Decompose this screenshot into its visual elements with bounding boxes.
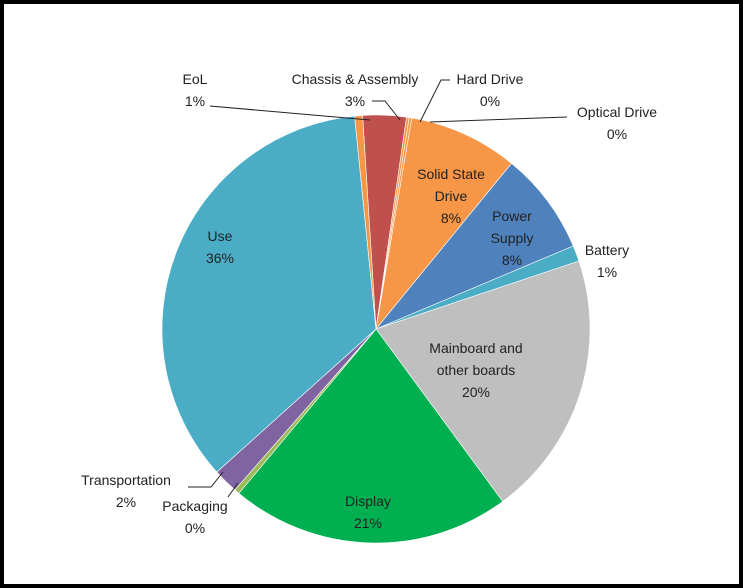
category-label-mainboard-and-other-boards: Mainboard and (429, 340, 522, 356)
category-label-packaging: Packaging (162, 498, 227, 514)
pct-label-hard-drive: 0% (480, 93, 500, 109)
leader-line-optical-drive (429, 116, 568, 123)
category-label-solid-state-drive: Solid State (417, 166, 485, 182)
category-label-solid-state-drive: Drive (435, 188, 468, 204)
slice-labels: Chassis & Assembly 3% Hard Drive 0% Optical … (81, 71, 657, 536)
leader-line-transportation (188, 471, 224, 488)
category-label-use: Use (208, 228, 233, 244)
category-label-chassis-and-assembly: Chassis & Assembly (292, 71, 419, 87)
leader-line-eol (209, 105, 371, 121)
pie-slice-power-supply (375, 162, 574, 330)
pct-label-power-supply: 8% (502, 252, 522, 268)
category-label-mainboard-and-other-boards: other boards (437, 362, 516, 378)
leader-line-packaging (227, 482, 239, 498)
pct-label-mainboard-and-other-boards: 20% (462, 384, 490, 400)
pct-label-packaging: 0% (185, 520, 205, 536)
pct-label-solid-state-drive: 8% (441, 210, 461, 226)
category-label-eol: EoL (183, 71, 208, 87)
category-label-display: Display (345, 493, 391, 509)
pct-label-eol: 1% (185, 93, 205, 109)
pie-slice-use (161, 115, 377, 473)
pct-label-optical-drive: 0% (607, 126, 627, 142)
leader-lines (188, 79, 568, 498)
leader-line-chassis-and-assembly (372, 100, 401, 121)
category-label-transportation: Transportation (81, 472, 171, 488)
pie-slice-display (238, 328, 504, 544)
pie-slices (161, 114, 591, 544)
pie-slice-mainboard-and-other-boards (375, 260, 591, 502)
pie-slice-solid-state-drive (375, 117, 512, 331)
pct-label-display: 21% (354, 515, 382, 531)
category-label-hard-drive: Hard Drive (457, 71, 524, 87)
leader-line-hard-drive (419, 79, 450, 123)
category-label-power-supply: Power (492, 208, 532, 224)
pct-label-chassis-and-assembly: 3% (345, 93, 365, 109)
pct-label-battery: 1% (597, 264, 617, 280)
category-label-power-supply: Supply (491, 230, 534, 246)
pie-slice-eol (354, 115, 377, 330)
pct-label-transportation: 2% (116, 494, 136, 510)
pct-label-use: 36% (206, 250, 234, 266)
category-label-battery: Battery (585, 242, 629, 258)
category-label-optical-drive: Optical Drive (577, 104, 657, 120)
